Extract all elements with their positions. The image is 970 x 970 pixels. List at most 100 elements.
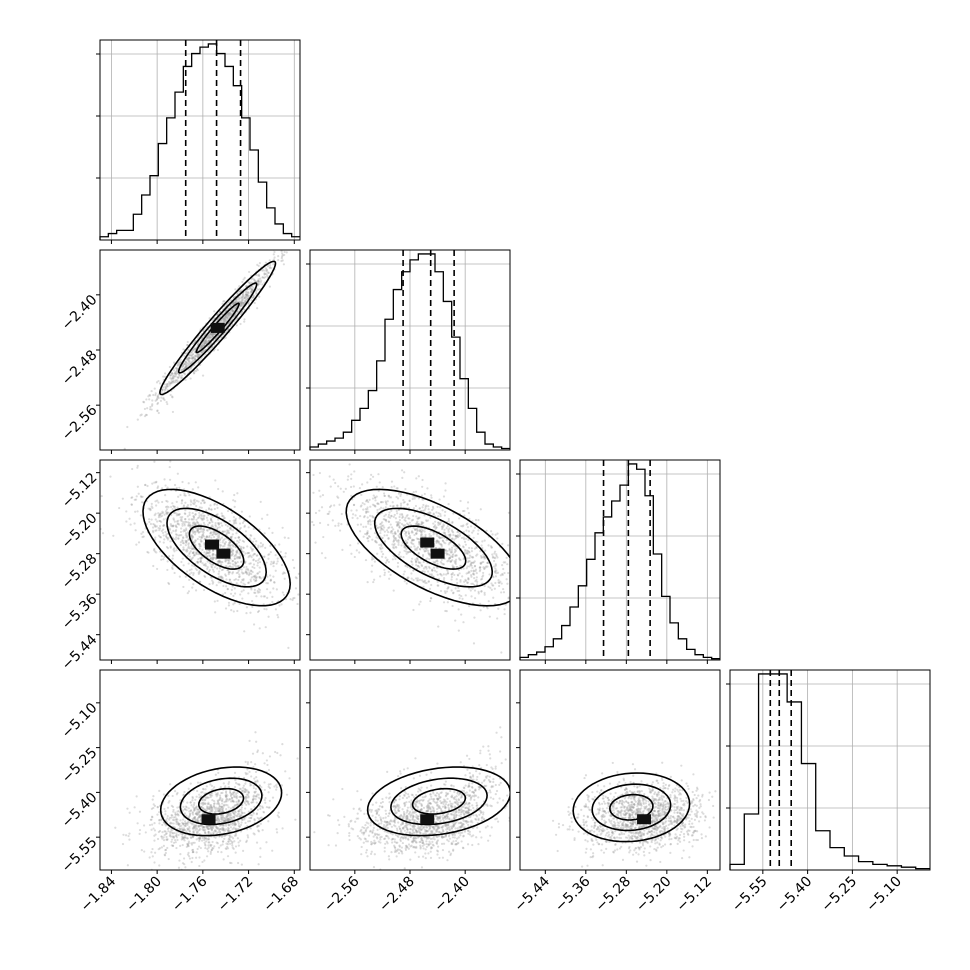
scatter-point: [202, 807, 205, 810]
scatter-point: [230, 511, 234, 514]
scatter-point: [387, 520, 390, 523]
scatter-point: [481, 575, 484, 578]
scatter-point: [479, 554, 483, 558]
scatter-point: [420, 533, 423, 536]
scatter-point: [163, 398, 166, 402]
scatter-point: [248, 537, 251, 540]
scatter-point: [185, 358, 188, 361]
scatter-point: [186, 842, 189, 845]
scatter-point: [442, 524, 445, 527]
scatter-point: [482, 574, 485, 577]
scatter-point: [464, 578, 467, 581]
scatter-point: [387, 515, 390, 519]
scatter-point: [220, 575, 223, 578]
scatter-point: [221, 514, 224, 517]
scatter-point: [172, 841, 176, 844]
scatter-point: [191, 511, 194, 515]
scatter-point: [195, 499, 198, 502]
scatter-point: [510, 576, 512, 578]
scatter-point: [392, 528, 395, 531]
scatter-point: [151, 529, 155, 532]
scatter-point: [431, 508, 434, 512]
scatter-point: [465, 523, 468, 526]
scatter-point: [183, 362, 186, 366]
scatter-point: [196, 355, 200, 359]
scatter-point: [486, 561, 489, 565]
scatter-point: [289, 597, 292, 601]
scatter-point: [142, 401, 146, 404]
scatter-point: [195, 551, 198, 554]
scatter-point: [177, 362, 180, 365]
scatter-point: [213, 507, 216, 511]
scatter-point: [439, 573, 442, 576]
scatter-point: [255, 289, 258, 293]
scatter-point: [193, 357, 196, 360]
scatter-point: [210, 828, 213, 831]
scatter-point: [465, 567, 468, 570]
scatter-point: [245, 565, 248, 569]
scatter-point: [207, 837, 210, 840]
scatter-point: [153, 524, 157, 528]
scatter-point: [205, 509, 208, 512]
scatter-point: [176, 368, 179, 371]
scatter-point: [440, 544, 443, 547]
scatter-point: [262, 810, 265, 814]
scatter-point: [502, 567, 505, 571]
scatter-point: [156, 409, 159, 412]
scatter-point: [398, 521, 401, 524]
scatter-point: [483, 593, 486, 596]
scatter-point: [198, 353, 201, 356]
scatter-point: [403, 546, 406, 549]
scatter-point: [233, 822, 236, 825]
scatter-point: [480, 590, 483, 593]
scatter-point: [494, 575, 498, 578]
scatter-point: [157, 501, 160, 504]
scatter-point: [249, 580, 252, 583]
scatter-point: [467, 559, 470, 563]
scatter-point: [288, 777, 291, 780]
scatter-point: [250, 588, 253, 591]
scatter-point: [217, 316, 221, 320]
scatter-point: [243, 296, 246, 300]
scatter-point: [364, 500, 368, 503]
scatter-point: [242, 303, 245, 306]
scatter-point: [208, 805, 211, 808]
scatter-point: [260, 595, 263, 598]
scatter-point: [392, 504, 395, 508]
scatter-point: [206, 336, 209, 339]
scatter-point: [296, 602, 299, 606]
scatter-point: [181, 364, 184, 368]
scatter-point: [471, 531, 474, 534]
scatter-point: [365, 499, 368, 502]
scatter-point: [176, 376, 179, 379]
scatter-point: [157, 379, 160, 383]
scatter-point: [258, 262, 261, 265]
scatter-point: [500, 651, 503, 654]
scatter-point: [364, 532, 367, 536]
scatter-point: [233, 785, 237, 789]
scatter-point: [497, 607, 500, 610]
scatter-point: [250, 290, 253, 293]
scatter-point: [272, 258, 275, 261]
scatter-point: [229, 562, 232, 565]
scatter-point: [137, 541, 141, 544]
scatter-point: [262, 576, 265, 579]
scatter-point: [492, 596, 495, 599]
scatter-point: [383, 518, 386, 521]
scatter-point: [157, 526, 160, 530]
scatter-point: [455, 535, 458, 538]
scatter-point: [362, 525, 365, 528]
scatter-point: [384, 500, 387, 503]
scatter-point: [174, 372, 177, 375]
scatter-point: [229, 812, 232, 815]
scatter-point: [227, 541, 231, 545]
scatter-point: [128, 838, 131, 841]
scatter-point: [192, 583, 195, 586]
scatter-point: [389, 523, 392, 526]
scatter-point: [176, 513, 180, 516]
scatter-point: [187, 543, 190, 546]
scatter-point: [207, 340, 210, 343]
scatter-point: [209, 333, 212, 336]
scatter-point: [192, 515, 195, 518]
scatter-point: [156, 485, 160, 488]
